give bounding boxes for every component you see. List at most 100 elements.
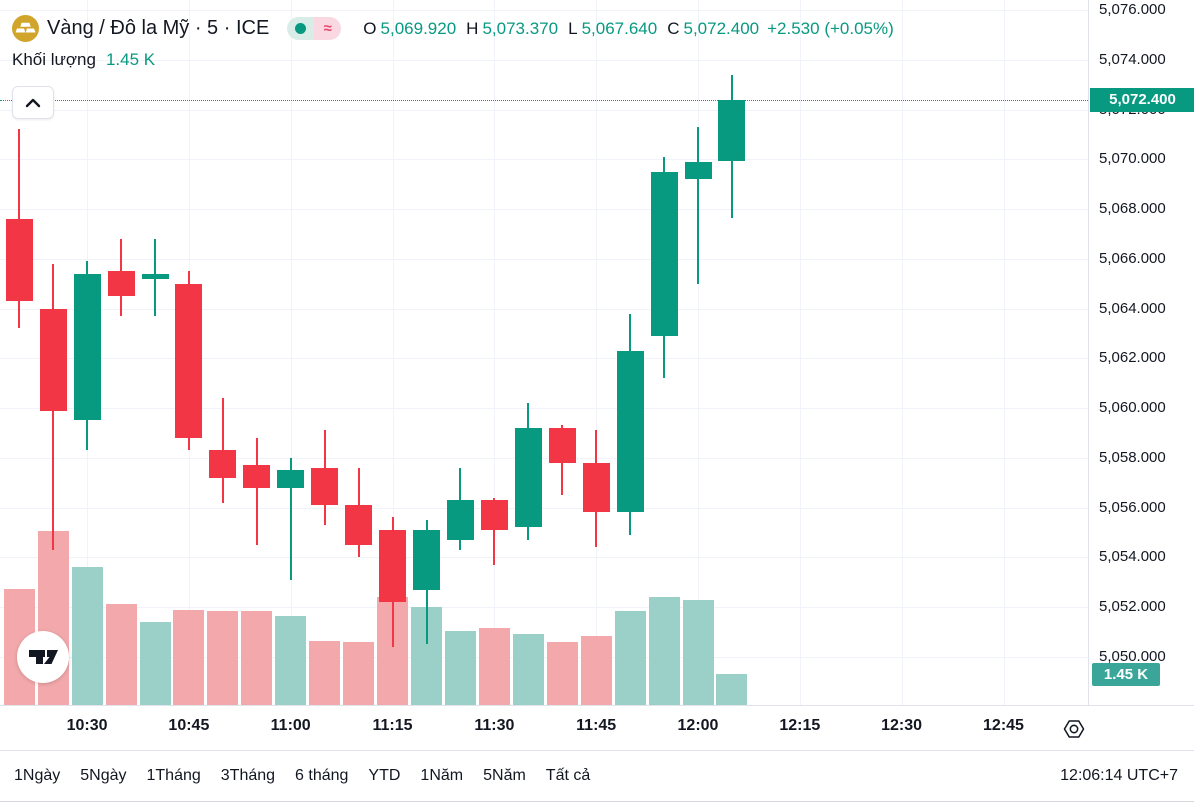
horizontal-gridline bbox=[0, 159, 1088, 161]
volume-bar bbox=[139, 622, 171, 705]
vertical-gridline bbox=[698, 0, 699, 705]
range-button-ytd[interactable]: YTD bbox=[360, 761, 408, 791]
chart-plot-area[interactable]: Vàng / Đô la Mỹ · 5 · ICE ≈ O 5,069.920 H… bbox=[0, 0, 1088, 705]
symbol-title[interactable]: Vàng / Đô la Mỹ · 5 · ICE bbox=[47, 17, 270, 39]
price-tick-label: 5,058.000 bbox=[1099, 448, 1166, 466]
time-tick-label: 10:45 bbox=[168, 717, 210, 734]
candle-body bbox=[616, 350, 644, 513]
horizontal-gridline bbox=[0, 557, 1088, 559]
candle-wick bbox=[221, 398, 224, 503]
symbol-logo-gold-icon bbox=[12, 15, 39, 42]
price-tick-label: 5,068.000 bbox=[1099, 200, 1166, 217]
price-tick-label: 5,060.000 bbox=[1099, 399, 1166, 416]
approx-price-toggle[interactable]: ≈ bbox=[314, 17, 342, 40]
candle-wick bbox=[289, 457, 292, 580]
price-tick-label: 5,074.000 bbox=[1099, 50, 1166, 68]
volume-badge: 1.45 K bbox=[1092, 663, 1160, 686]
horizontal-gridline bbox=[0, 408, 1088, 409]
price-tick-label: 5,064.000 bbox=[1099, 299, 1166, 317]
horizontal-gridline bbox=[0, 209, 1088, 210]
candle-body bbox=[311, 467, 339, 505]
candle-body bbox=[277, 470, 305, 488]
clock-timezone[interactable]: 12:06:14 UTC+7 bbox=[1060, 767, 1178, 784]
range-button-tất-cả[interactable]: Tất cả bbox=[538, 761, 598, 791]
open-value: 5,069.920 bbox=[380, 18, 457, 38]
volume-bar bbox=[614, 610, 646, 705]
close-label: C bbox=[667, 18, 680, 38]
tradingview-logo-icon bbox=[17, 631, 69, 683]
candle-body bbox=[548, 427, 576, 463]
volume-label[interactable]: Khối lượng bbox=[12, 50, 96, 69]
close-value: 5,072.400 bbox=[683, 18, 760, 38]
time-tick-label: 12:45 bbox=[983, 717, 1024, 734]
hexagon-circle-icon bbox=[1063, 719, 1084, 738]
range-button-3tháng[interactable]: 3Tháng bbox=[213, 761, 283, 791]
vertical-gridline bbox=[494, 0, 496, 705]
horizontal-gridline bbox=[0, 507, 1088, 509]
time-tick-label: 12:00 bbox=[677, 717, 719, 734]
candle-body bbox=[480, 500, 508, 530]
horizontal-gridline bbox=[0, 10, 1088, 11]
candle-body bbox=[345, 505, 373, 545]
candle-wick bbox=[255, 437, 258, 545]
candle-body bbox=[107, 271, 135, 297]
price-source-toggle[interactable]: ≈ bbox=[287, 17, 342, 40]
price-tick-label: 5,056.000 bbox=[1099, 498, 1166, 516]
range-button-6-tháng[interactable]: 6 tháng bbox=[287, 761, 356, 791]
range-button-1tháng[interactable]: 1Tháng bbox=[139, 761, 209, 791]
time-tick-label: 11:45 bbox=[576, 717, 617, 734]
candle-body bbox=[243, 465, 271, 488]
horizontal-gridline bbox=[0, 457, 1088, 459]
last-price-line bbox=[0, 99, 1088, 101]
volume-bar bbox=[241, 610, 273, 705]
price-line-dot-icon bbox=[295, 23, 307, 34]
time-axis[interactable]: 10:30 10:45 11:00 11:15 11:30 11:45 12:00 12:15… bbox=[0, 705, 1194, 751]
vertical-gridline bbox=[596, 0, 598, 705]
range-button-1ngày[interactable]: 1Ngày bbox=[6, 761, 68, 791]
price-line-toggle[interactable] bbox=[287, 17, 315, 40]
candle-body bbox=[39, 308, 67, 411]
volume-bar bbox=[682, 600, 714, 705]
volume-bar bbox=[105, 604, 137, 705]
candle-body bbox=[379, 529, 406, 602]
low-value: 5,067.640 bbox=[581, 18, 658, 38]
horizontal-gridline bbox=[0, 59, 1088, 61]
volume-bar bbox=[173, 609, 205, 705]
ohlc-readout: O 5,069.920 H 5,073.370 L 5,067.640 C 5,072.… bbox=[357, 19, 893, 39]
horizontal-gridline bbox=[0, 308, 1088, 310]
horizontal-gridline bbox=[0, 258, 1088, 260]
vertical-gridline bbox=[901, 0, 903, 705]
high-value: 5,073.370 bbox=[482, 18, 559, 38]
price-tick-label: 5,066.000 bbox=[1099, 249, 1166, 267]
volume-bar bbox=[546, 641, 578, 705]
volume-bar bbox=[343, 641, 375, 705]
vertical-gridline bbox=[392, 0, 394, 705]
candle-body bbox=[684, 161, 712, 180]
candle-body bbox=[141, 273, 169, 279]
chart-legend: Vàng / Đô la Mỹ · 5 · ICE ≈ O 5,069.920 H… bbox=[12, 15, 894, 42]
range-button-5năm[interactable]: 5Năm bbox=[475, 761, 534, 791]
legend-collapse-button[interactable] bbox=[12, 86, 54, 119]
range-button-1năm[interactable]: 1Năm bbox=[412, 761, 471, 791]
volume-bar bbox=[309, 640, 341, 705]
candle-body bbox=[73, 273, 101, 421]
time-axis-settings-button[interactable] bbox=[1060, 715, 1087, 742]
time-tick-label: 12:30 bbox=[881, 717, 923, 734]
price-tick-label: 5,050.000 bbox=[1099, 647, 1166, 665]
time-tick-label: 11:00 bbox=[270, 717, 311, 734]
price-axis[interactable]: 5,072.400 1.45 K 5,076.0005,074.0005,072… bbox=[1088, 0, 1194, 705]
price-tick-label: 5,076.000 bbox=[1099, 1, 1166, 18]
horizontal-gridline bbox=[0, 109, 1088, 111]
candle-wick bbox=[697, 126, 699, 284]
time-tick-label: 11:30 bbox=[474, 717, 515, 734]
range-toolbar: 1Ngày 5Ngày 1Tháng 3Tháng 6 tháng YTD 1Năm 5Năm… bbox=[0, 751, 1194, 802]
time-tick-label: 12:15 bbox=[779, 717, 821, 734]
volume-bar bbox=[275, 616, 307, 705]
price-tick-label: 5,054.000 bbox=[1099, 548, 1166, 566]
volume-bar bbox=[580, 635, 612, 705]
change-value: +2.530 (+0.05%) bbox=[767, 18, 894, 38]
candle-body bbox=[413, 529, 440, 590]
range-button-5ngày[interactable]: 5Ngày bbox=[72, 761, 134, 791]
low-label: L bbox=[568, 18, 578, 38]
horizontal-gridline bbox=[0, 656, 1088, 658]
